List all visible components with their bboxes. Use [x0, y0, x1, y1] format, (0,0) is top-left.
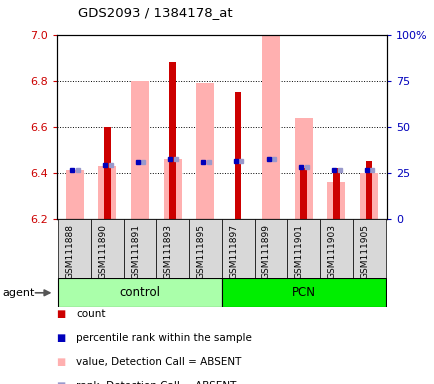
Bar — [66, 170, 83, 219]
Bar — [261, 35, 279, 219]
Bar — [58, 219, 91, 278]
Bar — [104, 127, 110, 219]
Text: rank, Detection Call = ABSENT: rank, Detection Call = ABSENT — [76, 381, 236, 384]
Bar — [169, 62, 176, 219]
Bar — [294, 118, 312, 219]
Bar — [91, 219, 123, 278]
Bar — [189, 219, 221, 278]
Bar — [359, 173, 377, 219]
Text: ■: ■ — [56, 333, 66, 343]
Text: GSM111891: GSM111891 — [131, 223, 140, 279]
Text: PCN: PCN — [291, 286, 315, 299]
Bar — [332, 168, 339, 219]
Bar — [196, 83, 214, 219]
Text: ■: ■ — [56, 381, 66, 384]
Text: percentile rank within the sample: percentile rank within the sample — [76, 333, 251, 343]
Bar — [365, 161, 372, 219]
Bar — [131, 81, 149, 219]
Bar — [300, 168, 306, 219]
Text: control: control — [119, 286, 160, 299]
Bar — [98, 166, 116, 219]
Text: value, Detection Call = ABSENT: value, Detection Call = ABSENT — [76, 357, 241, 367]
Bar — [123, 219, 156, 278]
Text: GSM111893: GSM111893 — [163, 223, 172, 279]
Bar — [58, 278, 221, 307]
Text: GSM111897: GSM111897 — [229, 223, 238, 279]
Bar — [221, 278, 385, 307]
Text: GSM111905: GSM111905 — [359, 223, 368, 279]
Text: count: count — [76, 309, 105, 319]
Bar — [221, 219, 254, 278]
Text: GSM111901: GSM111901 — [294, 223, 303, 279]
Bar — [254, 219, 286, 278]
Text: ■: ■ — [56, 309, 66, 319]
Bar — [319, 219, 352, 278]
Text: GSM111899: GSM111899 — [261, 223, 270, 279]
Text: GDS2093 / 1384178_at: GDS2093 / 1384178_at — [78, 6, 232, 19]
Bar — [163, 159, 181, 219]
Bar — [286, 219, 319, 278]
Text: ■: ■ — [56, 357, 66, 367]
Bar — [156, 219, 189, 278]
Text: GSM111903: GSM111903 — [327, 223, 335, 279]
Text: GSM111895: GSM111895 — [196, 223, 205, 279]
Bar — [234, 92, 241, 219]
Text: GSM111890: GSM111890 — [98, 223, 107, 279]
Text: agent: agent — [2, 288, 34, 298]
Bar — [352, 219, 385, 278]
Bar — [327, 182, 345, 219]
Text: GSM111888: GSM111888 — [66, 223, 74, 279]
